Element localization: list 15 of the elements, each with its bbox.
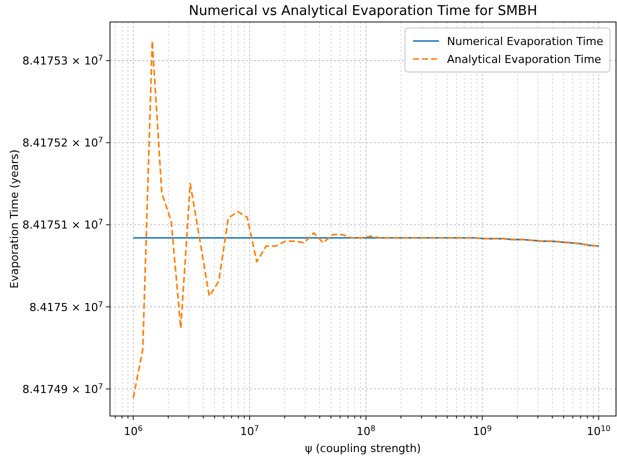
x-tick-label: 10$^{7}$: [240, 424, 260, 438]
y-tick-label: 8.41753 × 10$^{7}$: [22, 53, 104, 68]
x-axis-title: ψ (coupling strength): [305, 442, 421, 455]
legend-label: Numerical Evaporation Time: [447, 35, 604, 48]
legend-label: Analytical Evaporation Time: [447, 53, 602, 66]
y-tick-label: 8.41751 × 10$^{7}$: [22, 217, 104, 232]
y-tick-label: 8.41749 × 10$^{7}$: [22, 381, 104, 396]
x-tick-label: 10$^{9}$: [472, 424, 492, 438]
y-tick-label: 8.4175 × 10$^{7}$: [29, 299, 104, 314]
y-tick-label: 8.41752 × 10$^{7}$: [22, 135, 104, 150]
chart-title: Numerical vs Analytical Evaporation Time for SMBH: [188, 3, 538, 19]
y-axis-title: Evaporation Time (years): [8, 149, 21, 289]
x-tick-label: 10$^{6}$: [124, 424, 143, 438]
x-tick-label: 10$^{10}$: [586, 424, 611, 438]
x-tick-label: 10$^{8}$: [356, 424, 376, 438]
